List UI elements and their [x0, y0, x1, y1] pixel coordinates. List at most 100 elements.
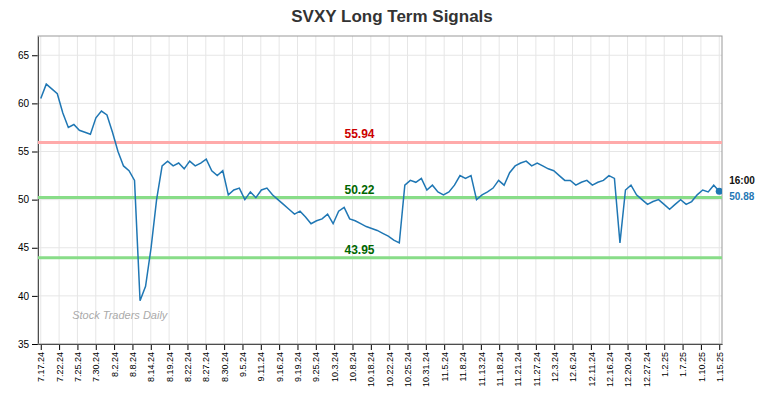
y-tick-mark — [32, 248, 38, 249]
x-tick: 8.22.24 — [183, 344, 193, 382]
y-tick: 40 — [18, 291, 38, 302]
last-time-label: 16:00 — [729, 175, 755, 186]
x-tick-mark — [408, 344, 409, 350]
x-tick-mark — [352, 344, 353, 350]
x-tick-label: 11.21.24 — [513, 352, 523, 386]
grid-line-x — [700, 36, 701, 344]
x-tick-label: 10.3.24 — [330, 352, 340, 382]
data-layer — [38, 84, 722, 301]
chart-svg: SVXY Long Term Signals7.17.247.22.247.25… — [0, 0, 784, 398]
grid-line-x — [664, 36, 665, 344]
x-tick-label: 11.27.24 — [532, 352, 542, 386]
x-axis: 7.17.247.22.247.25.247.30.248.2.248.8.24… — [36, 344, 724, 387]
grid-line-x — [517, 36, 518, 344]
x-tick-mark — [518, 344, 519, 350]
x-tick-label: 12.16.24 — [605, 352, 615, 387]
y-tick-mark — [32, 152, 38, 153]
x-tick-label: 8.2.24 — [110, 352, 120, 377]
x-tick: 7.30.24 — [91, 344, 101, 382]
x-tick-mark — [334, 344, 335, 350]
reference-label: 50.22 — [344, 183, 374, 197]
x-tick-label: 8.19.24 — [165, 352, 175, 382]
y-tick-label: 60 — [18, 98, 30, 109]
x-tick-mark — [114, 344, 115, 350]
x-tick: 8.2.24 — [110, 344, 120, 377]
x-tick-label: 11.5.24 — [440, 352, 450, 381]
x-tick-label: 7.25.24 — [73, 352, 83, 382]
x-tick: 11.8.24 — [458, 344, 468, 381]
x-tick-label: 8.14.24 — [146, 352, 156, 382]
x-tick-label: 12.11.24 — [587, 352, 597, 386]
x-tick: 9.19.24 — [293, 344, 303, 382]
plot-frame — [38, 36, 722, 344]
x-tick: 10.3.24 — [330, 344, 340, 382]
x-tick: 11.27.24 — [532, 344, 542, 386]
y-tick-mark — [32, 344, 38, 345]
x-tick-label: 7.30.24 — [91, 352, 101, 382]
x-tick-mark — [426, 344, 427, 350]
x-tick-label: 9.5.24 — [238, 352, 248, 377]
y-tick-mark — [32, 296, 38, 297]
x-tick: 9.5.24 — [238, 344, 248, 377]
x-tick: 12.11.24 — [587, 344, 597, 386]
grid-line-x — [279, 36, 280, 344]
reference-label: 43.95 — [344, 243, 374, 257]
watermark: Stock Traders Daily — [72, 309, 169, 321]
x-tick-mark — [664, 344, 665, 350]
x-tick-mark — [481, 344, 482, 350]
grid-line-y — [38, 103, 722, 104]
y-tick-label: 50 — [18, 194, 30, 205]
grid-line-x — [334, 36, 335, 344]
x-tick-label: 12.20.24 — [623, 352, 633, 387]
grid-line-x — [59, 36, 60, 344]
text-layer: 55.9450.2243.9516:0050.88Stock Traders D… — [72, 127, 755, 321]
x-tick-mark — [463, 344, 464, 350]
grid-line-y — [38, 295, 722, 296]
x-tick-label: 9.16.24 — [275, 352, 285, 382]
grid-line-x — [554, 36, 555, 344]
x-tick: 12.16.24 — [605, 344, 615, 387]
grid-line-x — [645, 36, 646, 344]
x-tick-label: 8.22.24 — [183, 352, 193, 382]
grid-line-y — [38, 151, 722, 152]
x-tick: 8.14.24 — [146, 344, 156, 382]
x-tick: 9.11.24 — [256, 344, 266, 381]
grid-line-x — [95, 36, 96, 344]
grid — [38, 36, 722, 344]
x-tick: 10.8.24 — [348, 344, 358, 382]
x-tick-mark — [536, 344, 537, 350]
x-tick: 9.16.24 — [275, 344, 285, 382]
grid-line-x — [462, 36, 463, 344]
x-tick: 7.22.24 — [55, 344, 65, 382]
grid-line-x — [480, 36, 481, 344]
grid-line-x — [389, 36, 390, 344]
x-tick: 7.17.24 — [36, 344, 46, 382]
x-tick-label: 10.18.24 — [366, 352, 376, 387]
grid-line-x — [627, 36, 628, 344]
x-tick: 9.25.24 — [311, 344, 321, 382]
grid-line-x — [315, 36, 316, 344]
grid-line-x — [40, 36, 41, 344]
x-tick-label: 12.27.24 — [642, 352, 652, 387]
x-tick: 8.30.24 — [220, 344, 230, 382]
grid-line-x — [132, 36, 133, 344]
grid-line-x — [150, 36, 151, 344]
y-tick-mark — [32, 200, 38, 201]
y-tick: 65 — [18, 50, 38, 61]
x-tick-label: 1.10.25 — [697, 352, 707, 382]
x-tick: 1.7.25 — [678, 344, 688, 377]
x-tick-mark — [151, 344, 152, 350]
grid-line-x — [169, 36, 170, 344]
x-tick-label: 11.13.24 — [477, 352, 487, 386]
last-point — [716, 188, 722, 195]
grid-line-y — [38, 247, 722, 248]
x-tick-mark — [96, 344, 97, 350]
x-tick-mark — [701, 344, 702, 350]
grid-line-x — [224, 36, 225, 344]
x-tick-mark — [719, 344, 720, 350]
x-tick-mark — [683, 344, 684, 350]
y-tick: 35 — [18, 339, 38, 350]
x-tick-label: 1.15.25 — [715, 352, 725, 382]
x-tick-mark — [77, 344, 78, 350]
x-tick: 12.6.24 — [568, 344, 578, 382]
